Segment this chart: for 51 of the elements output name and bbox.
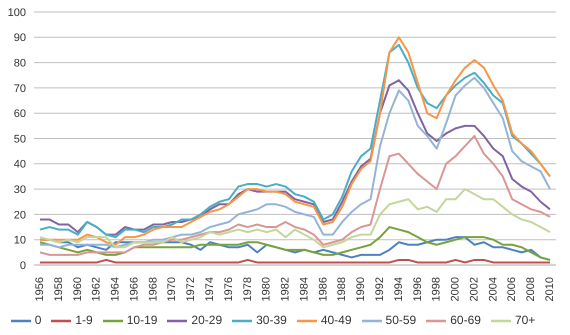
line-series [39, 134, 551, 256]
y-tick-label: 90 [14, 32, 26, 44]
x-tick-label: 1978 [242, 277, 254, 302]
x-tick-label: 1974 [204, 277, 216, 302]
legend-label: 50-59 [386, 313, 416, 328]
x-tick-label: 1996 [412, 277, 424, 302]
y-tick-label: 20 [14, 209, 26, 222]
y-tick-label: 10 [14, 234, 26, 247]
x-tick-label: 2006 [506, 277, 518, 302]
y-tick-label: 100 [8, 6, 26, 19]
legend-label: 30-39 [256, 313, 287, 328]
legend-label: 0 [34, 313, 42, 328]
x-tick-label: 1970 [166, 277, 178, 302]
x-tick-label: 1962 [90, 277, 103, 302]
x-tick-label: 1998 [430, 277, 443, 302]
y-tick-label: 80 [14, 58, 26, 70]
line-series [39, 226, 551, 261]
x-tick-label: 1960 [72, 277, 84, 302]
x-tick-label: 1976 [222, 277, 235, 302]
legend-label: 40-49 [320, 313, 352, 328]
y-tick-label: 50 [14, 133, 26, 146]
line-series [39, 188, 551, 248]
x-tick-label: 1992 [374, 277, 386, 302]
x-tick-label: 2000 [450, 277, 462, 302]
x-tick-label: 1980 [260, 277, 273, 302]
y-tick-label: 60 [14, 108, 26, 120]
x-tick-label: 1990 [355, 277, 368, 302]
legend-label: 60-69 [450, 313, 481, 328]
x-tick-label: 1988 [336, 277, 348, 302]
x-tick-label: 1972 [185, 277, 198, 302]
legend-label: 10-19 [126, 313, 158, 328]
x-tick-label: 1986 [317, 277, 330, 302]
x-tick-label: 1966 [128, 277, 140, 302]
x-tick-label: 2008 [525, 277, 538, 302]
x-tick-label: 2004 [487, 277, 500, 302]
x-tick-label: 2010 [544, 277, 556, 302]
x-tick-label: 1956 [34, 277, 46, 302]
x-tick-label: 1968 [147, 277, 160, 302]
x-tick-label: 1994 [392, 277, 405, 302]
legend-label: 20-29 [191, 313, 222, 328]
x-tick-label: 1958 [52, 277, 65, 302]
x-tick-label: 1964 [110, 277, 122, 302]
x-tick-label: 2002 [468, 277, 480, 302]
y-tick-label: 70 [14, 82, 26, 95]
y-tick-label: 30 [14, 184, 26, 196]
x-tick-label: 1982 [280, 277, 292, 302]
y-tick-label: 0 [20, 260, 26, 272]
x-tick-label: 1984 [298, 277, 310, 302]
y-tick-label: 40 [14, 158, 26, 171]
legend-label: 1-9 [75, 313, 93, 328]
legend-label: 70+ [514, 313, 536, 328]
